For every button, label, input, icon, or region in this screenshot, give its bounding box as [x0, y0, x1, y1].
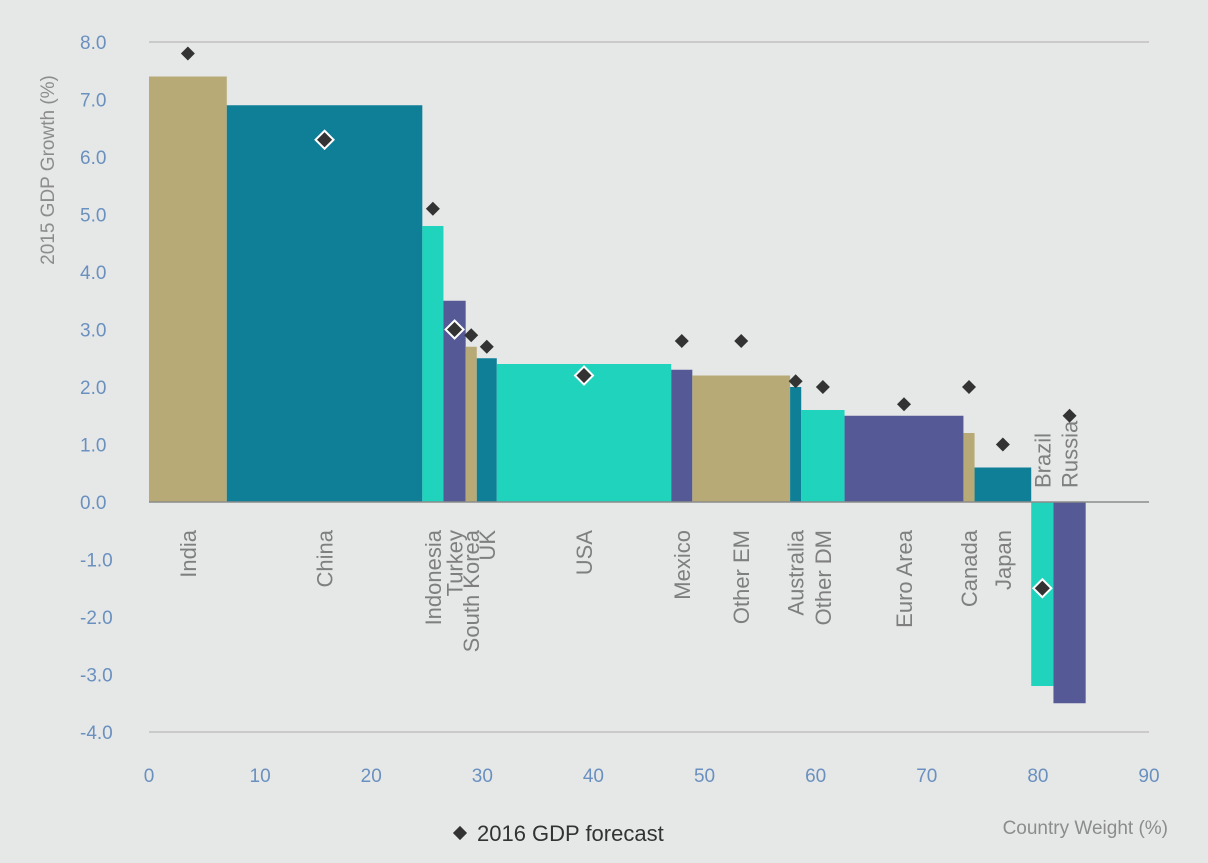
forecast-marker-indonesia	[425, 201, 440, 216]
y-tick-label: 8.0	[80, 33, 106, 54]
forecast-marker-japan	[995, 437, 1010, 452]
legend-diamond-icon	[452, 825, 468, 841]
x-tick-label: 50	[694, 766, 715, 787]
category-label-uk: UK	[475, 530, 500, 561]
forecast-marker-uk	[479, 339, 494, 354]
y-tick-label: -4.0	[80, 723, 113, 744]
bar-japan	[974, 467, 1032, 502]
forecast-marker-other-dm	[815, 380, 830, 394]
bar-australia	[790, 387, 802, 502]
forecast-marker-other-em	[734, 334, 749, 348]
bar-mexico	[671, 369, 693, 502]
forecast-marker-turkey	[444, 319, 465, 340]
x-tick-label: 40	[583, 766, 604, 787]
x-tick-label: 0	[144, 766, 155, 787]
category-label-turkey: Turkey	[443, 530, 468, 596]
bar-euro-area	[844, 415, 964, 502]
category-label-usa: USA	[572, 530, 597, 576]
bar-other-em	[692, 375, 791, 502]
category-label-china: China	[313, 529, 338, 587]
legend: 2016 GDP forecast	[452, 821, 664, 846]
bar-india	[149, 76, 227, 502]
y-tick-label: 7.0	[80, 91, 106, 112]
category-label-other-dm: Other DM	[811, 530, 836, 625]
category-label-india: India	[176, 529, 201, 577]
bars-layer	[149, 76, 1086, 704]
markers-layer	[180, 46, 1077, 599]
x-axis-title: Country Weight (%)	[1003, 818, 1168, 839]
bar-south-korea	[465, 346, 477, 502]
forecast-marker-usa	[573, 365, 595, 386]
legend-label: 2016 GDP forecast	[477, 821, 664, 846]
x-tick-label: 30	[472, 766, 493, 787]
grid-layer	[149, 41, 1149, 733]
ticks-layer: 8.0 7.0 6.0 5.0 4.0 3.0 2.0 1.0 0.0 -1.0 -2.0 -3.0 -…	[80, 33, 1160, 787]
forecast-marker-australia	[788, 374, 803, 389]
category-label-brazil: Brazil	[1030, 433, 1055, 488]
forecast-marker-mexico	[674, 334, 689, 348]
category-label-euro-area: Euro Area	[892, 529, 917, 628]
forecast-marker-brazil	[1031, 577, 1053, 599]
x-tick-label: 10	[250, 766, 271, 787]
bar-other-dm	[801, 410, 845, 502]
x-tick-label: 20	[361, 766, 382, 787]
bar-uk	[476, 358, 497, 502]
forecast-marker-india	[180, 46, 195, 61]
y-axis-title: 2015 GDP Growth (%)	[38, 75, 59, 265]
forecast-marker-euro-area	[897, 397, 911, 412]
category-label-south-korea: South Korea	[459, 529, 484, 652]
forecast-marker-south-korea	[464, 328, 479, 343]
category-label-canada: Canada	[957, 529, 982, 607]
x-tick-label: 80	[1027, 766, 1048, 787]
y-tick-label: 1.0	[80, 436, 106, 457]
bar-canada	[963, 433, 975, 502]
y-tick-label: 2.0	[80, 378, 106, 399]
bar-russia	[1053, 502, 1086, 704]
y-tick-label: 5.0	[80, 206, 106, 227]
y-tick-label: 6.0	[80, 148, 106, 169]
category-label-mexico: Mexico	[670, 530, 695, 600]
y-tick-label: -2.0	[80, 608, 113, 629]
category-label-indonesia: Indonesia	[421, 529, 446, 625]
category-label-russia: Russia	[1058, 420, 1083, 488]
forecast-marker-russia	[1062, 408, 1077, 423]
y-tick-label: -1.0	[80, 551, 113, 572]
x-tick-label: 70	[916, 766, 937, 787]
bar-china	[226, 105, 423, 502]
bar-usa	[496, 364, 672, 502]
bar-indonesia	[422, 226, 444, 502]
forecast-marker-canada	[962, 380, 976, 394]
y-tick-label: 0.0	[80, 493, 106, 514]
forecast-marker-china	[314, 129, 335, 151]
x-tick-label: 60	[805, 766, 826, 787]
category-label-japan: Japan	[991, 530, 1016, 590]
y-tick-label: 3.0	[80, 321, 106, 342]
y-tick-label: -3.0	[80, 666, 113, 687]
category-label-other-em: Other EM	[729, 530, 754, 624]
x-tick-label: 90	[1138, 766, 1159, 787]
y-tick-label: 4.0	[80, 263, 106, 284]
category-label-australia: Australia	[784, 529, 809, 615]
bar-turkey	[443, 300, 466, 502]
